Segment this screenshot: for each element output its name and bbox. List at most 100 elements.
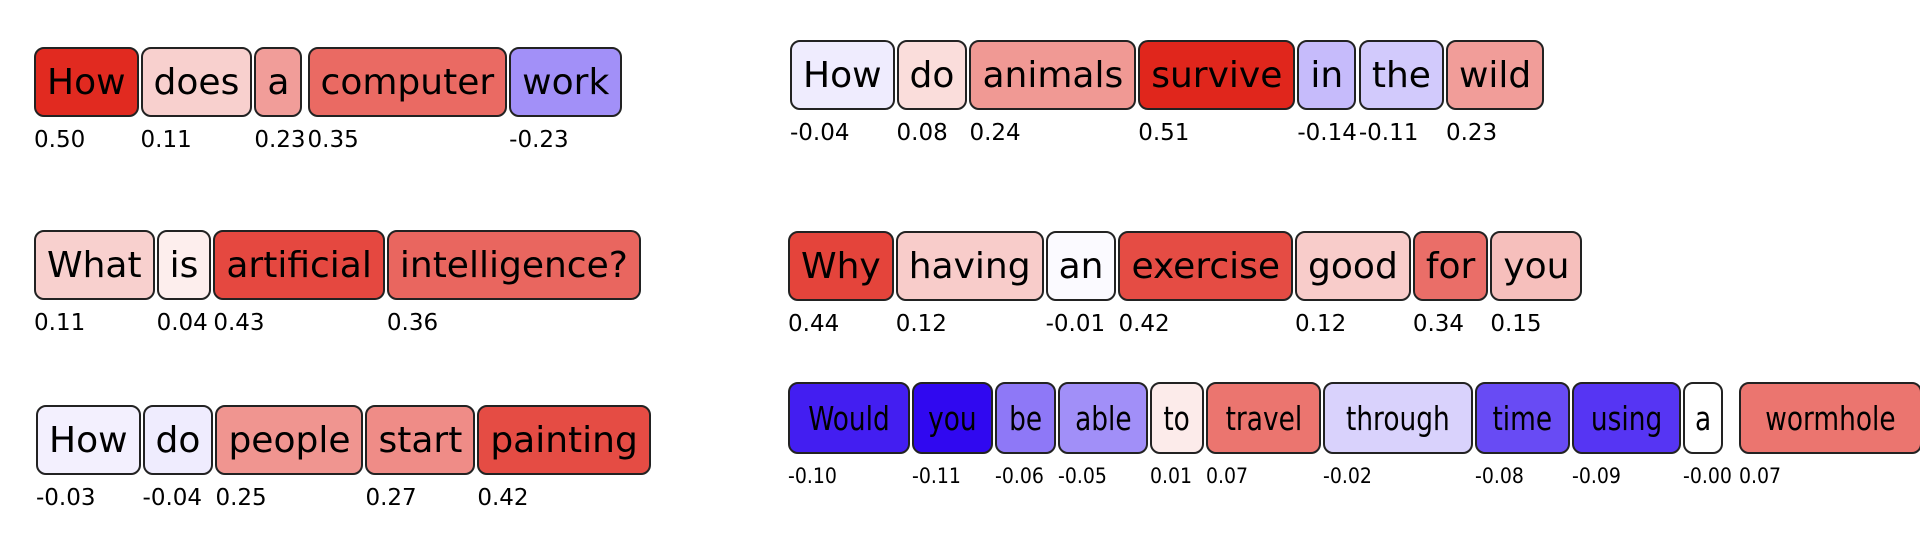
token-score: 0.04: [156, 310, 208, 336]
token-word: using: [1590, 398, 1662, 438]
token-word: animals: [982, 54, 1124, 96]
token: do 0.08: [896, 40, 968, 146]
token-box: be: [994, 382, 1056, 454]
token: How -0.04: [790, 40, 895, 146]
token: wormhole 0.07: [1739, 382, 1920, 488]
token: in -0.14: [1297, 40, 1357, 146]
token-score: 0.23: [1445, 120, 1498, 146]
token-box: time: [1475, 382, 1570, 454]
token-score: 0.12: [895, 311, 947, 337]
token-box: How: [36, 405, 141, 475]
token-word: an: [1058, 245, 1104, 287]
token: How -0.03: [36, 405, 141, 511]
token-score: 0.44: [788, 311, 840, 337]
token: able -0.05: [1057, 382, 1149, 488]
token-score: -0.05: [1057, 464, 1107, 488]
token-score: 0.42: [1118, 311, 1170, 337]
token-box: How: [790, 40, 895, 110]
token-score: -0.06: [994, 464, 1044, 488]
token-box: wild: [1445, 40, 1545, 110]
token-word: people: [228, 419, 351, 461]
sentence-2: What 0.11 is 0.04 artificial 0.43 intelligence…: [34, 230, 643, 336]
token-box: computer: [307, 47, 508, 117]
token-word: work: [522, 61, 610, 103]
token-score: 0.36: [386, 310, 439, 336]
token-box: work: [509, 47, 623, 117]
token-score: -0.11: [911, 464, 961, 488]
token-score: -0.11: [1358, 120, 1419, 146]
token: work -0.23: [509, 47, 623, 153]
sentence-5: Why 0.44 having 0.12 an -0.01 exercise 0.42 good…: [788, 231, 1584, 337]
token-box: you: [911, 382, 993, 454]
token-box: does: [140, 47, 253, 117]
token-box: a: [1682, 382, 1723, 454]
token-box: painting: [477, 405, 651, 475]
token: an -0.01: [1045, 231, 1117, 337]
token: for 0.34: [1412, 231, 1489, 337]
token: start 0.27: [365, 405, 476, 511]
token: How 0.50: [34, 47, 139, 153]
token-word: be: [1008, 398, 1042, 438]
token-word: for: [1425, 245, 1476, 287]
token-box: to: [1150, 382, 1204, 454]
token: using -0.09: [1571, 382, 1681, 488]
token: Why 0.44: [788, 231, 894, 337]
token-word: wild: [1458, 54, 1532, 96]
token-score: 0.50: [34, 127, 86, 153]
token-score: -0.04: [790, 120, 850, 146]
token: intelligence? 0.36: [386, 230, 641, 336]
token-score: -0.10: [788, 464, 837, 488]
token-word: Would: [808, 398, 890, 438]
token-score: 0.51: [1138, 120, 1190, 146]
token-word: exercise: [1131, 245, 1281, 287]
token-box: for: [1412, 231, 1489, 301]
token-box: good: [1295, 231, 1411, 301]
token-score: 0.43: [213, 310, 265, 336]
token-box: people: [215, 405, 364, 475]
token-box: Would: [788, 382, 910, 454]
token-box: What: [34, 230, 155, 300]
token-word: wormhole: [1765, 398, 1896, 438]
token-word: survive: [1151, 54, 1283, 96]
token-score: 0.01: [1150, 464, 1193, 488]
token: survive 0.51: [1138, 40, 1296, 146]
token: animals 0.24: [969, 40, 1137, 146]
token-box: is: [156, 230, 212, 300]
token-word: able: [1074, 398, 1132, 438]
token: through -0.02: [1323, 382, 1473, 488]
token-score: -0.00: [1682, 464, 1732, 488]
token: a -0.00: [1682, 382, 1737, 488]
token-word: painting: [490, 419, 638, 461]
token-box: do: [142, 405, 214, 475]
token: to 0.01: [1150, 382, 1204, 488]
token-score: 0.07: [1205, 464, 1248, 488]
token-box: in: [1297, 40, 1357, 110]
token: the -0.11: [1358, 40, 1444, 146]
token: do -0.04: [142, 405, 214, 511]
token: a 0.23: [254, 47, 306, 153]
token: does 0.11: [140, 47, 253, 153]
token-word: to: [1163, 398, 1191, 438]
token-box: able: [1057, 382, 1149, 454]
token-word: artificial: [226, 244, 372, 286]
token-word: How: [47, 61, 126, 103]
token: be -0.06: [994, 382, 1056, 488]
token: people 0.25: [215, 405, 364, 511]
token-box: intelligence?: [386, 230, 641, 300]
token-score: 0.42: [477, 485, 529, 511]
sentence-6: Would -0.10 you -0.11 be -0.06 able -0.05 to 0.01…: [788, 382, 1920, 488]
token: wild 0.23: [1445, 40, 1545, 146]
token-score: 0.27: [365, 485, 417, 511]
token-box: animals: [969, 40, 1137, 110]
token: time -0.08: [1475, 382, 1570, 488]
token-word: the: [1371, 54, 1431, 96]
token-word: intelligence?: [399, 244, 628, 286]
token-word: good: [1308, 245, 1398, 287]
token-score: 0.08: [896, 120, 948, 146]
token: having 0.12: [895, 231, 1044, 337]
token-word: a: [1694, 398, 1711, 438]
token-score: -0.01: [1045, 311, 1106, 337]
sentence-4: How -0.04 do 0.08 animals 0.24 survive 0.51 in -0…: [790, 40, 1546, 146]
token-box: the: [1358, 40, 1444, 110]
token: travel 0.07: [1205, 382, 1322, 488]
